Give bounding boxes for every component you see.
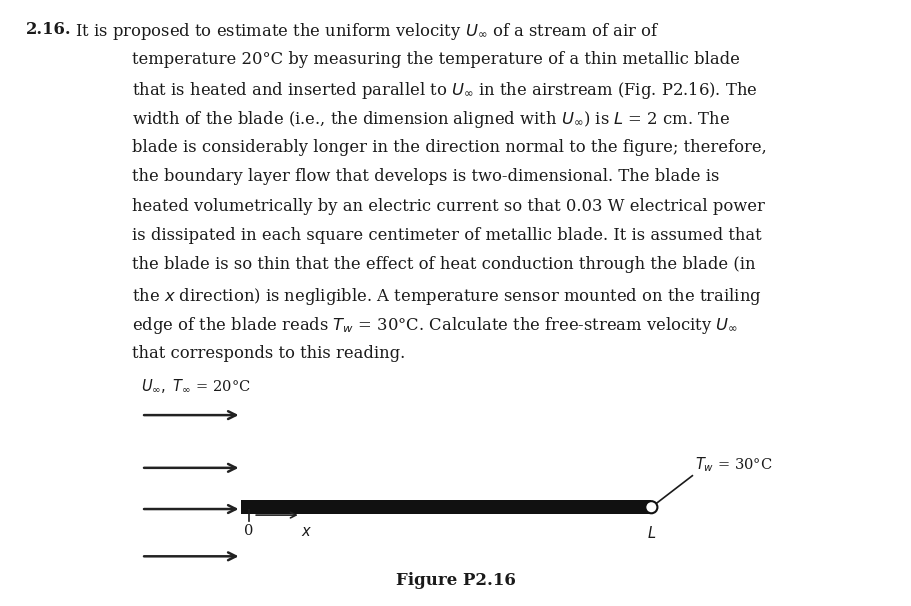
- Text: edge of the blade reads $T_w$ = 30°C. Calculate the free-stream velocity $U_\inf: edge of the blade reads $T_w$ = 30°C. Ca…: [132, 315, 738, 336]
- Ellipse shape: [645, 501, 658, 513]
- Text: temperature 20°C by measuring the temperature of a thin metallic blade: temperature 20°C by measuring the temper…: [132, 51, 740, 68]
- Text: $U_\infty,\ T_\infty$ = 20°C: $U_\infty,\ T_\infty$ = 20°C: [141, 378, 251, 395]
- Text: blade is considerably longer in the direction normal to the figure; therefore,: blade is considerably longer in the dire…: [132, 139, 767, 156]
- Text: heated volumetrically by an electric current so that 0.03 W electrical power: heated volumetrically by an electric cur…: [132, 198, 765, 215]
- Text: 2.16.: 2.16.: [26, 21, 71, 38]
- Text: Figure P2.16: Figure P2.16: [395, 572, 516, 589]
- Text: $x$: $x$: [302, 525, 312, 539]
- Text: the boundary layer flow that develops is two-dimensional. The blade is: the boundary layer flow that develops is…: [132, 168, 720, 185]
- Text: 0: 0: [244, 524, 253, 538]
- Text: is dissipated in each square centimeter of metallic blade. It is assumed that: is dissipated in each square centimeter …: [132, 227, 762, 244]
- Text: $T_w$ = 30°C: $T_w$ = 30°C: [695, 456, 773, 474]
- Text: that corresponds to this reading.: that corresponds to this reading.: [132, 344, 405, 362]
- Text: It is proposed to estimate the uniform velocity $U_\infty$ of a stream of air of: It is proposed to estimate the uniform v…: [75, 21, 659, 42]
- Bar: [241, 500, 651, 514]
- Text: width of the blade (i.e., the dimension aligned with $U_\infty$) is $L$ = 2 cm. : width of the blade (i.e., the dimension …: [132, 110, 730, 130]
- Text: $L$: $L$: [647, 525, 656, 541]
- Text: the $x$ direction) is negligible. A temperature sensor mounted on the trailing: the $x$ direction) is negligible. A temp…: [132, 286, 762, 307]
- Text: the blade is so thin that the effect of heat conduction through the blade (in: the blade is so thin that the effect of …: [132, 256, 755, 273]
- Text: that is heated and inserted parallel to $U_\infty$ in the airstream (Fig. P2.16): that is heated and inserted parallel to …: [132, 80, 758, 101]
